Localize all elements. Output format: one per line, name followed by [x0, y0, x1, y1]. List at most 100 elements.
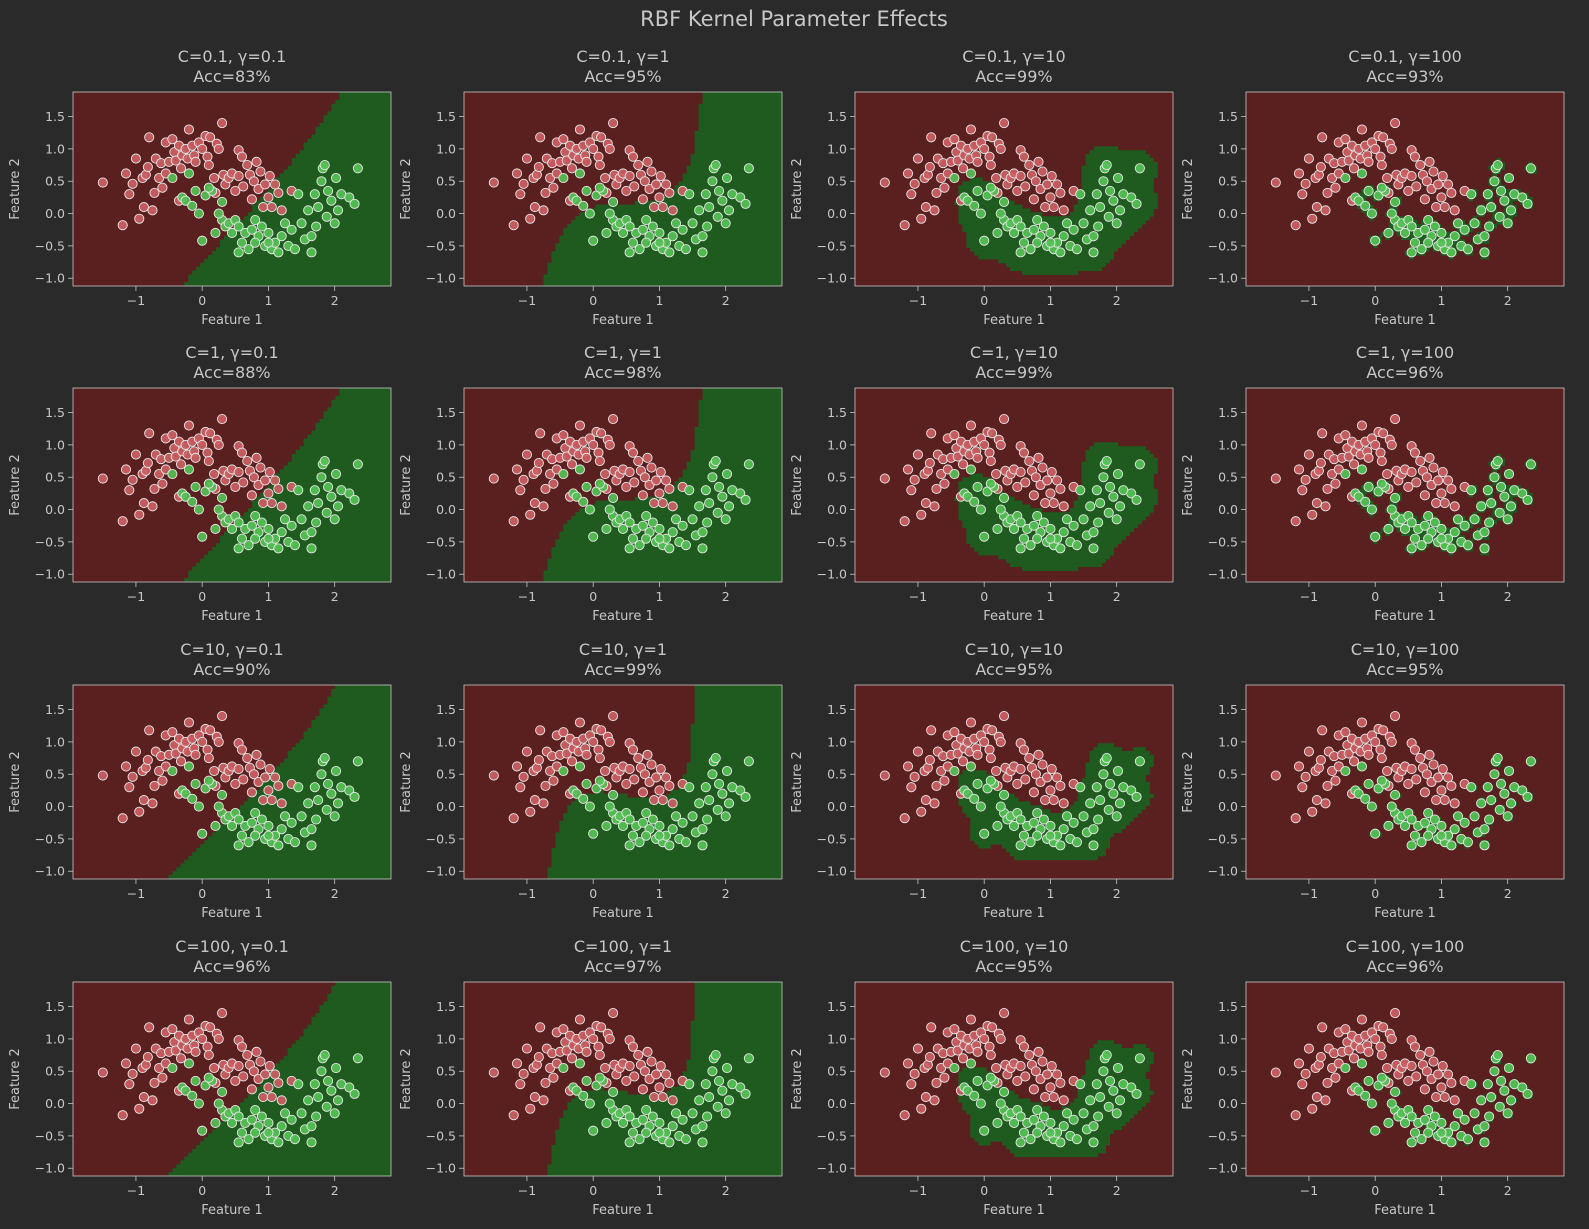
point-class-0: [1020, 477, 1031, 488]
point-class-0: [929, 205, 940, 216]
x-tick-label: 0: [980, 589, 988, 604]
point-class-1: [1114, 501, 1126, 512]
point-class-1: [697, 543, 708, 554]
point-class-1: [574, 464, 585, 475]
subplot-title: C=100, γ=10: [960, 937, 1069, 956]
point-class-1: [1479, 1121, 1490, 1132]
point-class-1: [306, 247, 317, 258]
point-class-0: [270, 179, 281, 190]
point-class-1: [236, 1127, 247, 1138]
point-class-1: [1479, 824, 1490, 835]
y-tick-label: −0.5: [426, 1128, 456, 1143]
point-class-0: [1376, 753, 1387, 764]
point-class-0: [995, 143, 1006, 154]
point-class-1: [1008, 227, 1020, 239]
point-class-0: [97, 770, 108, 781]
point-class-1: [584, 208, 595, 219]
y-tick-label: −1.0: [1208, 271, 1238, 286]
point-class-0: [561, 451, 572, 462]
point-class-0: [525, 1103, 536, 1114]
y-tick-label: −1.0: [1208, 567, 1238, 582]
y-tick-label: 1.5: [45, 109, 65, 124]
point-class-1: [604, 504, 615, 515]
point-class-0: [1406, 764, 1417, 775]
point-class-1: [1032, 510, 1043, 522]
point-class-1: [1038, 221, 1049, 232]
point-class-0: [972, 1046, 983, 1057]
point-class-0: [624, 764, 635, 775]
point-class-0: [236, 1041, 247, 1052]
point-class-0: [902, 168, 914, 179]
point-class-0: [1449, 205, 1460, 216]
point-class-1: [233, 543, 244, 554]
point-class-1: [1496, 778, 1507, 789]
point-class-1: [1032, 533, 1043, 544]
point-class-1: [344, 488, 355, 499]
point-class-0: [594, 160, 605, 171]
point-class-0: [1058, 798, 1069, 809]
point-class-1: [647, 221, 658, 232]
point-class-0: [134, 1103, 145, 1114]
point-class-0: [657, 1092, 668, 1103]
point-class-1: [999, 492, 1010, 503]
point-class-1: [316, 472, 327, 483]
x-tick-label: −1: [909, 589, 927, 604]
point-class-0: [138, 1092, 149, 1103]
point-class-0: [604, 439, 615, 450]
subplot-title: C=1, γ=1: [584, 343, 662, 362]
point-class-0: [273, 1077, 284, 1088]
point-class-0: [627, 447, 638, 458]
y-tick-label: 1.5: [827, 702, 847, 717]
point-class-1: [256, 221, 267, 232]
point-class-1: [1105, 185, 1116, 196]
point-class-0: [987, 725, 998, 736]
point-class-0: [1411, 477, 1422, 488]
point-class-0: [97, 1067, 108, 1078]
point-class-0: [1439, 202, 1450, 213]
point-class-0: [266, 202, 277, 213]
point-class-1: [1409, 830, 1420, 841]
y-axis-label: Feature 2: [790, 158, 805, 220]
point-class-1: [1340, 765, 1351, 777]
y-tick-label: 0.0: [45, 206, 65, 221]
point-class-1: [1134, 1053, 1145, 1064]
point-class-1: [1085, 1095, 1096, 1106]
x-axis-label: Feature 1: [1374, 609, 1436, 624]
point-class-0: [1045, 192, 1056, 203]
point-class-0: [1048, 202, 1059, 213]
point-class-0: [149, 780, 160, 791]
point-class-1: [608, 1086, 619, 1097]
point-class-1: [1101, 160, 1112, 171]
point-class-0: [233, 467, 244, 478]
y-tick-label: 1.5: [45, 702, 65, 717]
point-class-1: [203, 775, 214, 786]
point-class-1: [213, 1098, 224, 1109]
point-class-1: [250, 1127, 261, 1138]
y-tick-label: 0.0: [436, 206, 456, 221]
point-class-1: [1469, 514, 1480, 525]
point-class-0: [957, 459, 969, 470]
y-tick-label: 1.5: [1218, 999, 1238, 1014]
point-class-0: [1024, 456, 1035, 467]
point-class-1: [1466, 782, 1477, 793]
point-class-0: [1375, 744, 1386, 755]
point-class-0: [1421, 769, 1432, 780]
point-class-0: [1317, 132, 1328, 143]
point-class-1: [190, 185, 201, 196]
point-class-1: [332, 798, 344, 809]
point-class-1: [581, 778, 592, 789]
point-class-1: [233, 247, 244, 258]
point-class-0: [1270, 473, 1281, 484]
point-class-0: [1433, 772, 1444, 783]
point-class-0: [1363, 452, 1374, 463]
point-class-1: [714, 1075, 725, 1086]
subplot-accuracy: Acc=95%: [975, 957, 1052, 976]
point-class-0: [1015, 1061, 1026, 1072]
y-tick-label: 1.0: [436, 1031, 456, 1046]
y-tick-label: 1.0: [827, 437, 847, 452]
point-class-0: [213, 439, 224, 450]
point-class-0: [251, 749, 262, 760]
